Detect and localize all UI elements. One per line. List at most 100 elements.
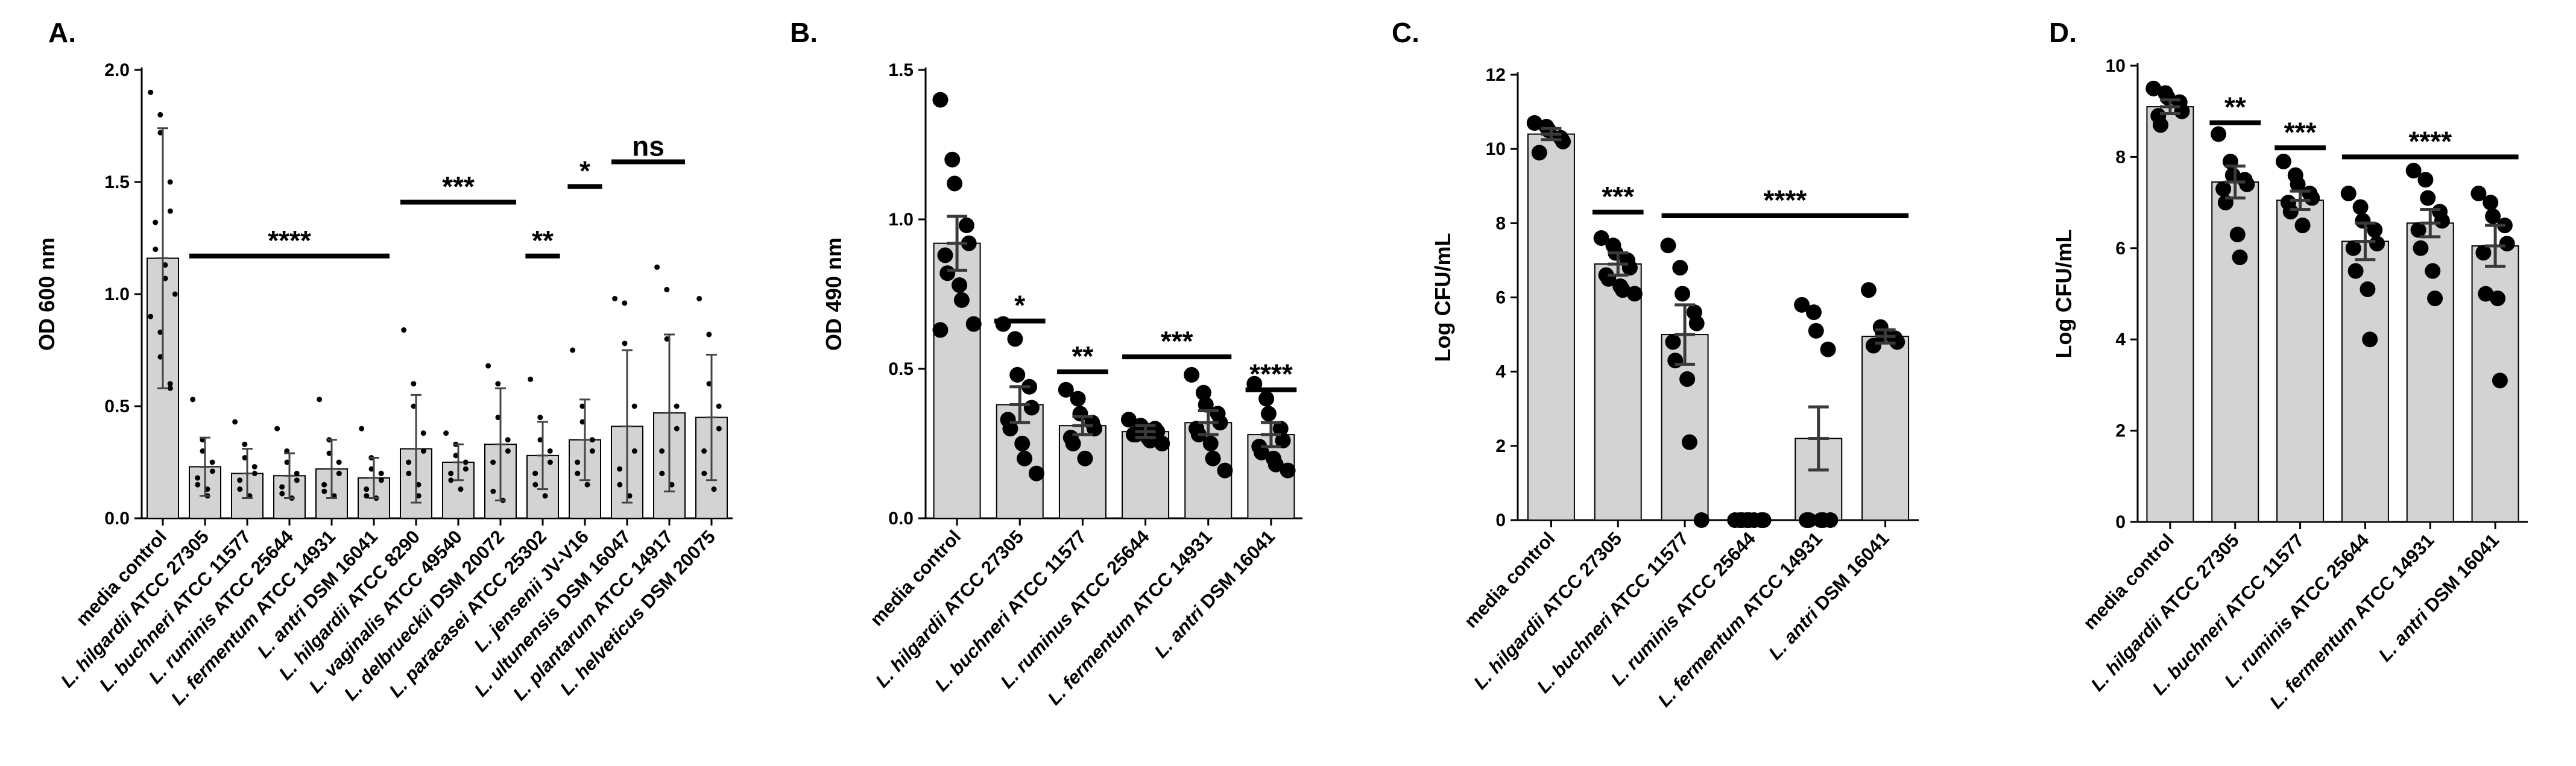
data-point [2153,117,2169,133]
data-point [952,277,968,294]
data-point [1693,512,1709,528]
data-point [622,341,628,347]
data-point [1028,465,1044,482]
bar [1527,133,1575,521]
data-point [1621,260,1638,276]
data-point [664,287,670,293]
y-tick-label: 12 [1486,65,1506,85]
data-point [701,471,707,477]
data-point [1815,512,1831,528]
data-point [2413,240,2429,256]
data-point [1615,282,1631,298]
data-point [1267,456,1284,472]
significance-label: * [1014,290,1025,321]
y-tick-label: 4 [1495,362,1506,382]
data-point [532,471,538,477]
panel-letter: A. [48,17,76,48]
data-point [378,471,384,477]
data-point [1675,286,1691,302]
data-point [200,448,206,454]
y-tick-label: 0.5 [888,359,914,379]
data-point [2417,172,2434,188]
data-point [1526,115,1542,131]
data-point [2420,190,2436,206]
data-point [251,471,257,477]
data-point [2427,290,2443,307]
data-point [2425,263,2441,279]
data-point [537,437,543,443]
data-point [965,316,982,332]
data-point [1014,436,1031,451]
data-point [1681,434,1697,450]
bar [2276,199,2325,523]
data-point [2490,290,2506,307]
data-point [162,262,168,268]
data-point [1195,385,1211,401]
data-point [939,265,956,281]
y-tick-label: 8 [2115,147,2126,167]
data-point [547,448,553,454]
data-point [1217,462,1233,479]
data-point [537,415,543,421]
data-point [575,471,581,477]
data-point [2492,372,2508,389]
data-point [961,235,977,251]
data-point [167,208,173,214]
data-point [1254,444,1270,460]
data-point [631,403,637,409]
data-point [336,471,342,477]
y-tick-label: 2.0 [104,60,130,80]
data-point [1120,412,1137,428]
data-point [1202,436,1219,451]
y-tick-label: 1.0 [888,210,914,230]
data-point [2352,199,2369,215]
data-point [167,381,173,387]
significance-label: * [579,155,590,186]
bar [1594,263,1642,521]
significance-label: *** [2284,116,2317,148]
data-point [1555,133,1571,149]
y-tick-label: 8 [1495,213,1506,233]
data-point [659,471,665,477]
x-tick-label: L. antri DSM 16041 [1764,528,1893,664]
data-point [2294,217,2311,233]
data-point [944,151,961,168]
data-point [2282,204,2299,220]
y-axis-label: Log CFU/mL [2051,230,2076,359]
data-point [2483,195,2499,211]
data-point [148,89,154,95]
data-point [2275,153,2291,169]
data-point [284,459,290,465]
data-point [664,336,670,342]
y-tick-label: 6 [1495,288,1506,308]
significance-label: **** [2408,125,2452,157]
data-point [1058,381,1074,398]
data-point [321,482,327,488]
data-point [579,403,586,409]
data-point [953,292,970,308]
data-point [406,459,412,465]
data-point [195,475,201,481]
y-tick-label: 10 [1486,139,1506,159]
data-point [2475,245,2492,261]
data-point [1077,450,1093,466]
x-tick-label-species: L. antri [1764,603,1823,664]
data-point [2211,126,2227,142]
data-point [157,130,163,136]
data-point [2304,190,2320,206]
data-point [1860,282,1877,298]
data-point [2369,236,2385,252]
data-point [2367,222,2383,238]
x-tick-label: L. antri DSM 16041 [1150,526,1279,662]
data-point [495,415,501,421]
data-point [1184,366,1200,383]
data-point [411,403,417,409]
data-point [711,486,717,492]
y-tick-label: 1.5 [104,172,130,192]
data-point [1665,334,1681,350]
significance-label: **** [1764,184,1807,216]
data-point [1070,391,1086,407]
data-point [157,111,163,118]
data-point [157,354,163,360]
